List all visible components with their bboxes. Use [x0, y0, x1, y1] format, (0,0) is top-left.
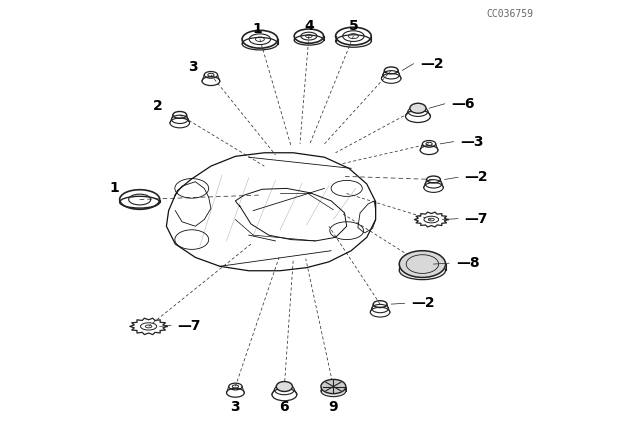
Ellipse shape: [410, 103, 426, 113]
Ellipse shape: [276, 382, 292, 392]
Ellipse shape: [399, 261, 445, 280]
Text: —3: —3: [460, 135, 484, 149]
Text: —6: —6: [451, 97, 475, 111]
Text: CC036759: CC036759: [486, 9, 534, 19]
Text: 3: 3: [188, 60, 198, 74]
Text: 4: 4: [304, 19, 314, 33]
Text: —8: —8: [456, 256, 479, 270]
Text: 1: 1: [109, 181, 119, 195]
Ellipse shape: [399, 251, 445, 277]
Text: 5: 5: [349, 19, 358, 33]
Text: —2: —2: [465, 170, 488, 184]
Ellipse shape: [321, 385, 346, 396]
Text: —2: —2: [420, 57, 444, 71]
Text: 6: 6: [280, 400, 289, 414]
Text: 1: 1: [253, 22, 262, 36]
Text: —2: —2: [412, 296, 435, 310]
Ellipse shape: [321, 379, 346, 394]
Text: 2: 2: [152, 99, 163, 113]
Text: —7: —7: [465, 211, 488, 226]
Text: —7: —7: [177, 319, 201, 332]
Text: 3: 3: [230, 400, 240, 414]
Text: 9: 9: [328, 400, 338, 414]
